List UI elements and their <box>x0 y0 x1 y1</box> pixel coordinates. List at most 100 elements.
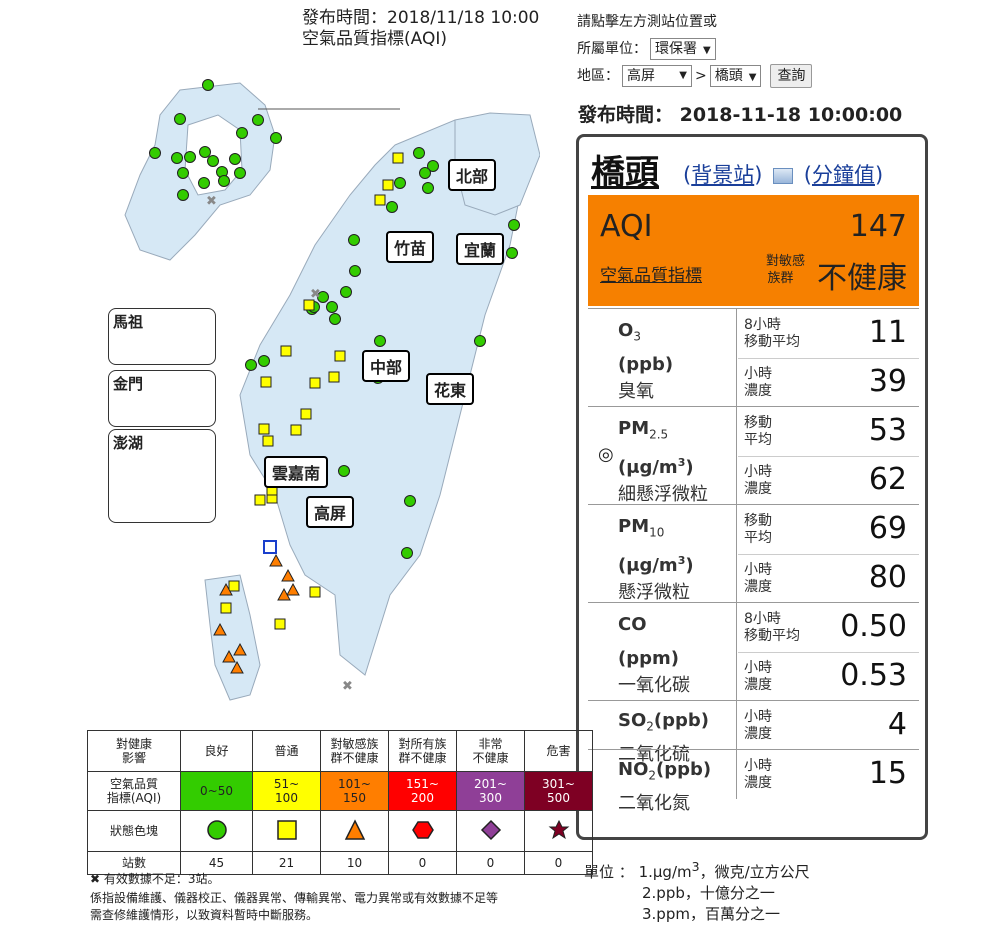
agency-select[interactable]: 環保署 ▼ <box>650 37 716 60</box>
station-marker-good[interactable] <box>202 79 214 91</box>
station-card: 橋頭 (背景站) (分鐘值) AQI 147 空氣品質指標 對敏感 族群 不健康… <box>576 134 928 840</box>
station-marker-sensitive[interactable] <box>277 587 291 601</box>
station-type-link[interactable]: 背景站 <box>691 163 755 187</box>
region-gaoping[interactable]: 高屏 <box>306 496 355 528</box>
search-button[interactable]: 查詢 <box>770 63 813 88</box>
station-marker-good[interactable] <box>374 335 386 347</box>
station-marker-good[interactable] <box>427 160 439 172</box>
station-marker-moderate[interactable] <box>303 299 315 311</box>
station-marker-moderate[interactable] <box>274 618 286 630</box>
station-marker-moderate[interactable] <box>382 179 394 191</box>
station-marker-moderate[interactable] <box>392 152 404 164</box>
station-marker-good[interactable] <box>348 234 360 246</box>
station-marker-good[interactable] <box>234 167 246 179</box>
station-marker-good[interactable] <box>218 175 230 187</box>
station-marker-good[interactable] <box>198 177 210 189</box>
invalid-station-icon[interactable]: ✖ <box>310 287 321 302</box>
station-marker-good[interactable] <box>422 182 434 194</box>
divider <box>736 701 737 750</box>
station-marker-good[interactable] <box>413 147 425 159</box>
value-type-line2: 濃度 <box>744 677 772 693</box>
station-marker-good[interactable] <box>419 167 431 179</box>
region-huadong[interactable]: 花東 <box>426 373 475 405</box>
station-marker-good[interactable] <box>506 247 518 259</box>
station-marker-sensitive[interactable] <box>269 553 283 567</box>
station-marker-good[interactable] <box>270 132 282 144</box>
station-marker-moderate[interactable] <box>328 371 340 383</box>
divider <box>738 652 919 653</box>
station-marker-good[interactable] <box>317 291 329 303</box>
station-marker-good[interactable] <box>340 286 352 298</box>
station-marker-good[interactable] <box>236 127 248 139</box>
station-marker-moderate[interactable] <box>280 345 292 357</box>
station-marker-good[interactable] <box>199 146 211 158</box>
value-type-line1: 移動 <box>744 513 772 529</box>
station-marker-moderate[interactable] <box>290 424 302 436</box>
pollutant-unit: (μg/m <box>618 456 678 478</box>
station-marker-good[interactable] <box>508 219 520 231</box>
maintenance-note: 係指設備維護、儀器校正、儀器異常、傳輸異常、電力異常或有效數據不足等 需查修維護… <box>90 889 498 923</box>
station-marker-moderate[interactable] <box>220 602 232 614</box>
station-marker-good[interactable] <box>245 359 257 371</box>
station-marker-moderate[interactable] <box>309 377 321 389</box>
station-marker-good[interactable] <box>401 547 413 559</box>
region-north[interactable]: 北部 <box>448 159 497 191</box>
invalid-station-icon[interactable]: ✖ <box>342 679 353 694</box>
chart-icon[interactable] <box>773 168 794 184</box>
inset-matsu: 馬祖 <box>108 308 216 365</box>
station-marker-good[interactable] <box>349 265 361 277</box>
maintenance-line1: 係指設備維護、儀器校正、儀器異常、傳輸異常、電力異常或有效數據不足等 <box>90 891 499 905</box>
station-marker-moderate[interactable] <box>228 580 240 592</box>
station-marker-good[interactable] <box>326 301 338 313</box>
station-marker-good[interactable] <box>394 177 406 189</box>
station-marker-moderate[interactable] <box>300 408 312 420</box>
area-label: 地區： <box>577 67 619 84</box>
station-name[interactable]: 橋頭 <box>591 153 659 193</box>
station-marker-good[interactable] <box>386 201 398 213</box>
station-marker-moderate[interactable] <box>334 350 346 362</box>
pollutant-value-row: 8小時 移動平均 0.50 <box>736 603 919 652</box>
station-marker-moderate[interactable] <box>309 586 321 598</box>
region-yilan[interactable]: 宜蘭 <box>456 233 505 265</box>
station-marker-good[interactable] <box>258 355 270 367</box>
station-marker-good[interactable] <box>171 152 183 164</box>
station-marker-good[interactable] <box>207 155 219 167</box>
station-marker-sensitive[interactable] <box>286 582 300 596</box>
station-marker-good[interactable] <box>177 167 189 179</box>
region-yunjianan[interactable]: 雲嘉南 <box>264 456 329 488</box>
station-marker-good[interactable] <box>329 313 341 325</box>
aqi-info-link[interactable]: 空氣品質指標 <box>600 266 702 286</box>
station-marker-sensitive[interactable] <box>213 622 227 636</box>
region-zhumiao[interactable]: 竹苗 <box>386 231 435 263</box>
station-marker-good[interactable] <box>474 335 486 347</box>
station-marker-good[interactable] <box>177 189 189 201</box>
sensitive-line2: 族群 <box>767 271 794 286</box>
minute-value-link[interactable]: 分鐘值 <box>811 163 875 187</box>
value-type: 小時 濃度 <box>744 562 772 596</box>
station-marker-sensitive[interactable] <box>219 582 233 596</box>
station-marker-sensitive[interactable] <box>222 649 236 663</box>
station-marker-moderate[interactable] <box>374 194 386 206</box>
station-marker-moderate[interactable] <box>262 435 274 447</box>
hdr-line: 影響 <box>121 751 146 765</box>
station-marker-sensitive[interactable] <box>230 660 244 674</box>
station-marker-good[interactable] <box>149 147 161 159</box>
station-marker-good[interactable] <box>174 113 186 125</box>
station-marker-moderate[interactable] <box>258 423 270 435</box>
station-marker-moderate[interactable] <box>254 494 266 506</box>
station-marker-sensitive[interactable] <box>233 642 247 656</box>
station-select[interactable]: 橋頭 ▼ <box>709 64 762 87</box>
pollutant-block: CO (ppm) 一氧化碳 8小時 移動平均 0.50 小時 濃度 0.53 <box>588 602 919 701</box>
level-count-text: 10 <box>346 856 363 870</box>
station-marker-good[interactable] <box>229 153 241 165</box>
station-marker-good[interactable] <box>338 465 350 477</box>
station-marker-sensitive[interactable] <box>281 568 295 582</box>
station-marker-good[interactable] <box>252 114 264 126</box>
invalid-station-icon[interactable]: ✖ <box>206 194 217 209</box>
station-marker-good[interactable] <box>184 151 196 163</box>
station-marker-good[interactable] <box>404 495 416 507</box>
station-marker-moderate[interactable] <box>260 376 272 388</box>
unit-line1-end: ，微克/立方公尺 <box>699 863 810 881</box>
county-select[interactable]: 高屏 ▼ <box>622 64 692 87</box>
region-central[interactable]: 中部 <box>362 350 411 382</box>
